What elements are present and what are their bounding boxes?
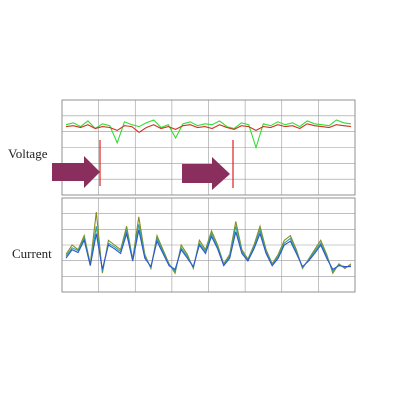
arrow (182, 157, 230, 190)
series-line (65, 119, 352, 150)
series-line (65, 123, 352, 133)
current-label: Current (12, 246, 52, 261)
voltage-label: Voltage (8, 146, 48, 161)
arrow (52, 156, 100, 188)
series-line (65, 229, 351, 271)
series-group (65, 119, 352, 275)
